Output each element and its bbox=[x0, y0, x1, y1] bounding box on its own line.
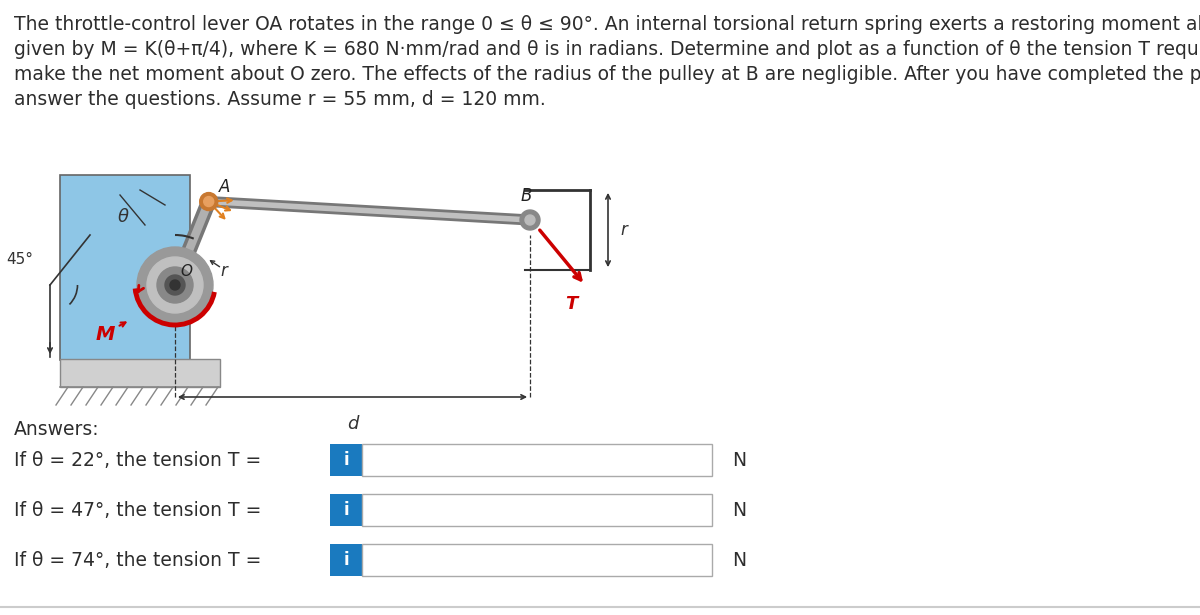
Circle shape bbox=[170, 280, 180, 290]
FancyBboxPatch shape bbox=[60, 175, 190, 360]
Circle shape bbox=[166, 275, 185, 295]
Text: θ: θ bbox=[118, 208, 128, 226]
Text: make the net moment about O zero. The effects of the radius of the pulley at B a: make the net moment about O zero. The ef… bbox=[14, 65, 1200, 84]
FancyBboxPatch shape bbox=[362, 494, 712, 526]
Text: M: M bbox=[95, 325, 115, 344]
Circle shape bbox=[148, 257, 203, 313]
FancyBboxPatch shape bbox=[362, 544, 712, 576]
FancyBboxPatch shape bbox=[330, 494, 362, 526]
Text: Answers:: Answers: bbox=[14, 420, 100, 439]
Text: given by M = K(θ+π/4), where K = 680 N·mm/rad and θ is in radians. Determine and: given by M = K(θ+π/4), where K = 680 N·m… bbox=[14, 40, 1200, 59]
Text: N: N bbox=[732, 501, 746, 520]
FancyBboxPatch shape bbox=[330, 444, 362, 476]
Circle shape bbox=[199, 192, 217, 210]
Text: i: i bbox=[343, 501, 349, 519]
Text: i: i bbox=[343, 551, 349, 569]
Text: T: T bbox=[565, 295, 577, 313]
Text: If θ = 22°, the tension T =: If θ = 22°, the tension T = bbox=[14, 451, 262, 469]
Text: N: N bbox=[732, 451, 746, 469]
Text: d: d bbox=[347, 415, 358, 433]
Circle shape bbox=[520, 210, 540, 230]
Circle shape bbox=[137, 247, 214, 323]
Text: If θ = 74°, the tension T =: If θ = 74°, the tension T = bbox=[14, 550, 262, 569]
Text: N: N bbox=[732, 550, 746, 569]
Text: B: B bbox=[521, 187, 532, 205]
FancyBboxPatch shape bbox=[60, 359, 220, 387]
Circle shape bbox=[204, 197, 214, 207]
Text: r: r bbox=[620, 221, 626, 239]
Text: O: O bbox=[180, 264, 192, 279]
Circle shape bbox=[526, 215, 535, 225]
Text: The throttle-control lever OA rotates in the range 0 ≤ θ ≤ 90°. An internal tors: The throttle-control lever OA rotates in… bbox=[14, 15, 1200, 34]
Text: r: r bbox=[221, 262, 227, 280]
Text: answer the questions. Assume r = 55 mm, d = 120 mm.: answer the questions. Assume r = 55 mm, … bbox=[14, 90, 546, 109]
Circle shape bbox=[157, 267, 193, 303]
Text: A: A bbox=[218, 178, 230, 196]
FancyBboxPatch shape bbox=[362, 444, 712, 476]
FancyBboxPatch shape bbox=[330, 544, 362, 576]
Text: i: i bbox=[343, 451, 349, 469]
Text: 45°: 45° bbox=[6, 253, 34, 268]
Text: If θ = 47°, the tension T =: If θ = 47°, the tension T = bbox=[14, 501, 262, 520]
